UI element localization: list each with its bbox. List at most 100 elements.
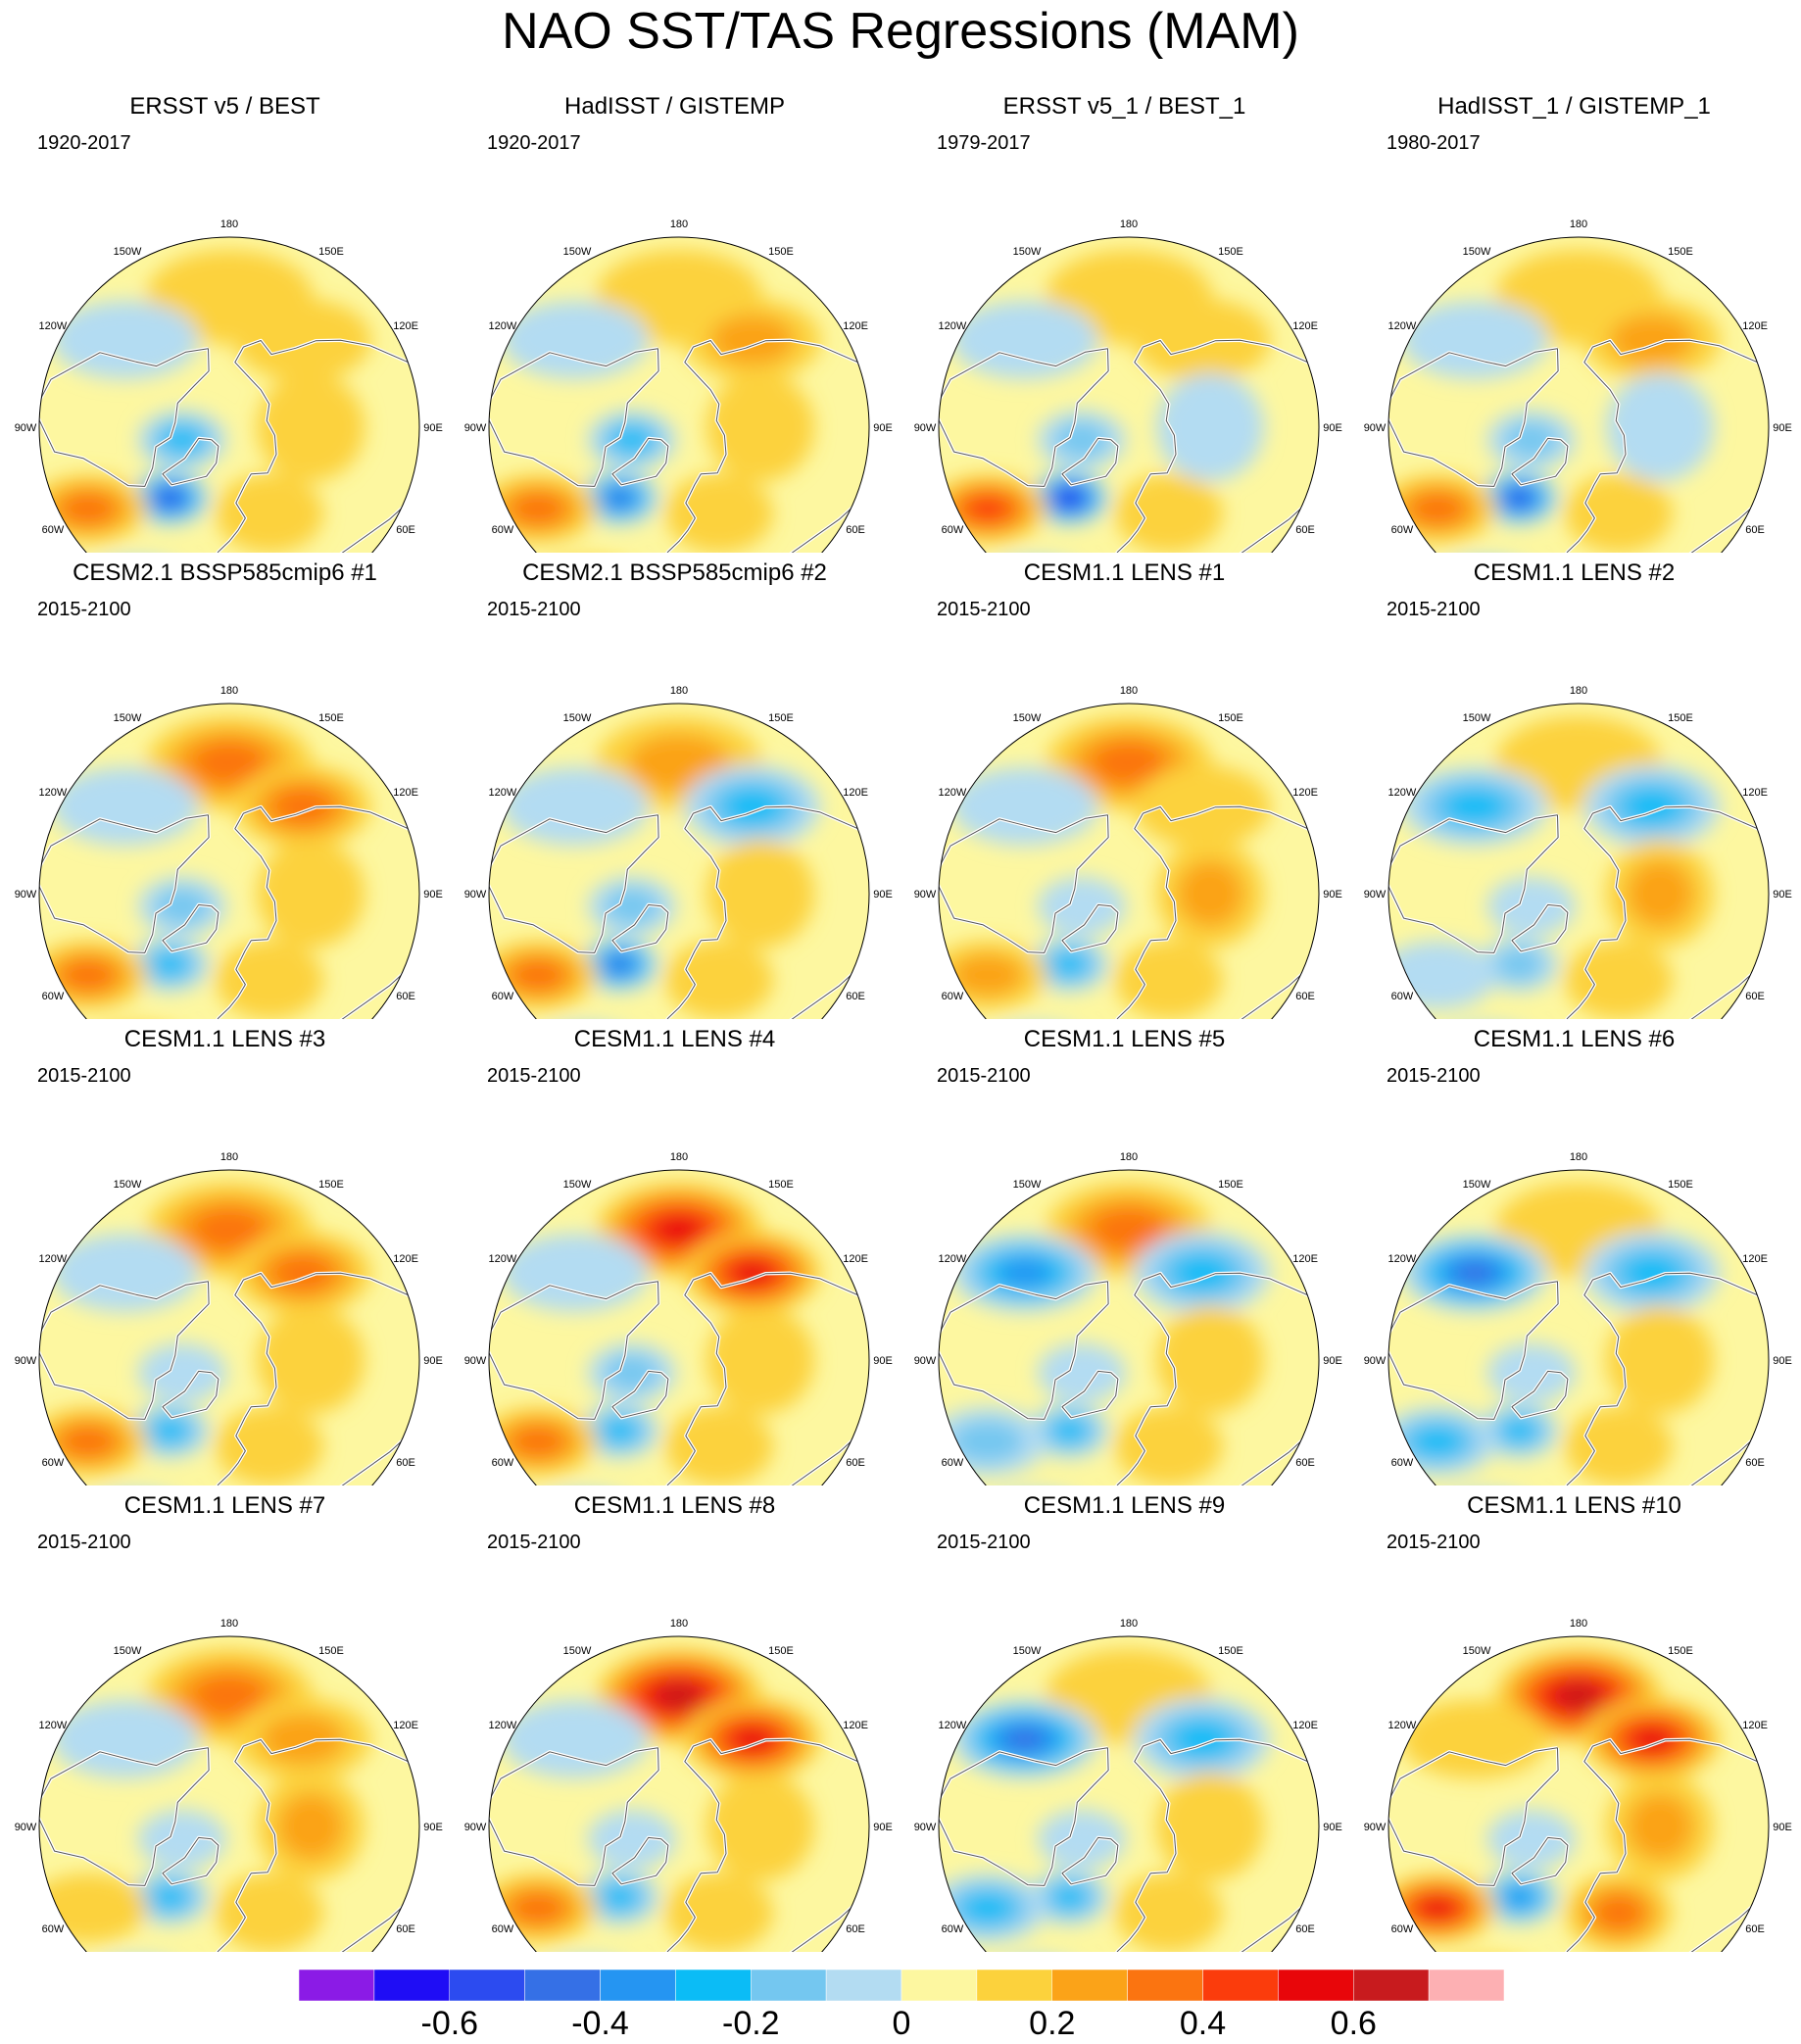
map-panel: 180150E120E90E60E30E030W60W90W120W150WCE… [900,555,1349,1019]
coastline [1388,348,1559,487]
longitude-label: 120W [489,787,517,799]
coastline [203,339,419,553]
longitude-label: 60W [42,1457,65,1469]
anomaly-contour [1054,421,1109,459]
coastline [611,1836,669,1885]
longitude-label: 180 [1120,685,1138,697]
anomaly-contour [1133,764,1271,848]
map-border [38,236,420,553]
longitude-label: 60W [42,1923,65,1935]
panel-title: ERSST v5_1 / BEST_1 [1002,93,1246,120]
panel-title: CESM1.1 LENS #8 [573,1492,776,1519]
longitude-label: 90E [1773,889,1792,900]
longitude-label: 150W [1013,1179,1042,1191]
panel-period: 2015-2100 [1387,1065,1481,1087]
panel-period: 2015-2100 [37,599,131,620]
polar-map: 180150E120E90E60E30E030W60W90W120W150W [15,1618,443,1952]
colorbar-label: -0.2 [722,2005,780,2038]
longitude-label: 90W [464,1355,487,1367]
colorbar-swatch [1202,1970,1279,2002]
map-panel: 180150E120E90E60E30E030W60W90W120W150WCE… [450,555,900,1019]
anomaly-contour [1037,876,1126,936]
longitude-label: 120W [489,1720,517,1731]
coastline [1388,1281,1559,1420]
anomaly-contour [951,1420,1024,1463]
longitude-label: 60W [42,524,65,536]
polar-map: 180150E120E90E60E30E030W60W90W120W150W [15,1151,443,1485]
coastline [162,1370,219,1419]
coastline [1061,1836,1119,1885]
longitude-label: 60E [396,524,415,536]
anomaly-contour [608,490,631,507]
anomaly-contour [1501,1418,1537,1443]
polar-map: 180150E120E90E60E30E030W60W90W120W150W [1364,685,1792,1019]
anomaly-contour [1564,1406,1673,1485]
colorbar-label: 0.6 [1331,2005,1377,2038]
longitude-label: 90E [1773,1355,1792,1367]
anomaly-contour [1420,1898,1455,1919]
coastline [1061,437,1119,486]
map-border [488,703,870,1019]
coastline [653,1272,869,1485]
coastline [611,1370,669,1419]
anomaly-contour [215,940,323,1019]
map-border [938,236,1320,553]
polar-map: 180150E120E90E60E30E030W60W90W120W150W [464,1618,893,1952]
anomaly-contour [732,1260,772,1285]
longitude-label: 120E [1292,787,1318,799]
anomaly-contour [961,1892,1014,1923]
longitude-label: 90W [15,889,37,900]
coastline [39,814,210,953]
map-panel: 180150E120E90E60E30E030W60W90W120W150WHa… [1349,88,1799,553]
longitude-label: 180 [1570,219,1587,230]
longitude-label: 60E [396,991,415,1002]
anomaly-contour [951,953,1024,997]
anomaly-contour [706,840,815,948]
longitude-label: 120W [39,787,68,799]
coastline [203,805,419,1019]
longitude-label: 120W [1388,1720,1417,1731]
coastline [39,1747,210,1886]
anomaly-contour [1133,298,1271,381]
longitude-label: 60E [396,1457,415,1469]
longitude-label: 90W [464,422,487,434]
anomaly-contour [706,373,815,481]
map-panel: 180150E120E90E60E30E030W60W90W120W150WCE… [0,1487,450,1952]
longitude-label: 60E [1745,524,1765,536]
anomaly-contour [1061,492,1078,505]
anomaly-contour [152,1884,188,1910]
anomaly-contour [233,298,371,381]
longitude-label: 120W [939,787,967,799]
panel-title: CESM1.1 LENS #10 [1467,1492,1681,1519]
map-panel: 180150E120E90E60E30E030W60W90W120W150WCE… [450,1021,900,1485]
longitude-label: 90E [1773,1822,1792,1833]
anomaly-contour [62,959,115,991]
longitude-label: 150E [768,712,794,724]
longitude-label: 60E [846,524,865,536]
longitude-label: 120E [1292,1720,1318,1731]
anomaly-contour [1564,940,1673,1019]
longitude-label: 120W [939,1253,967,1265]
anomaly-contour [602,1884,638,1910]
longitude-label: 120E [393,1720,418,1731]
longitude-label: 150E [768,1645,794,1657]
polar-map: 180150E120E90E60E30E030W60W90W120W150W [914,685,1342,1019]
panel-title: CESM1.1 LENS #2 [1473,560,1676,586]
longitude-label: 180 [220,1618,238,1630]
anomaly-contour [706,1773,815,1880]
map-panel: 180150E120E90E60E30E030W60W90W120W150WCE… [0,555,450,1019]
coastline [162,903,219,952]
coastline [1061,903,1119,952]
anomaly-contour [152,1418,188,1443]
map-panel: 180150E120E90E60E30E030W60W90W120W150WHa… [450,88,900,553]
anomaly-contour [511,493,564,524]
longitude-label: 150W [1013,1645,1042,1657]
polar-map: 180150E120E90E60E30E030W60W90W120W150W [1364,219,1792,553]
longitude-label: 60E [1745,1457,1765,1469]
longitude-label: 60E [846,1923,865,1935]
longitude-label: 90E [873,422,893,434]
panel-title: CESM1.1 LENS #5 [1023,1026,1226,1052]
panel-period: 2015-2100 [1387,1532,1481,1553]
colorbar-swatch [1353,1970,1430,2002]
anomaly-contour [655,1216,704,1243]
